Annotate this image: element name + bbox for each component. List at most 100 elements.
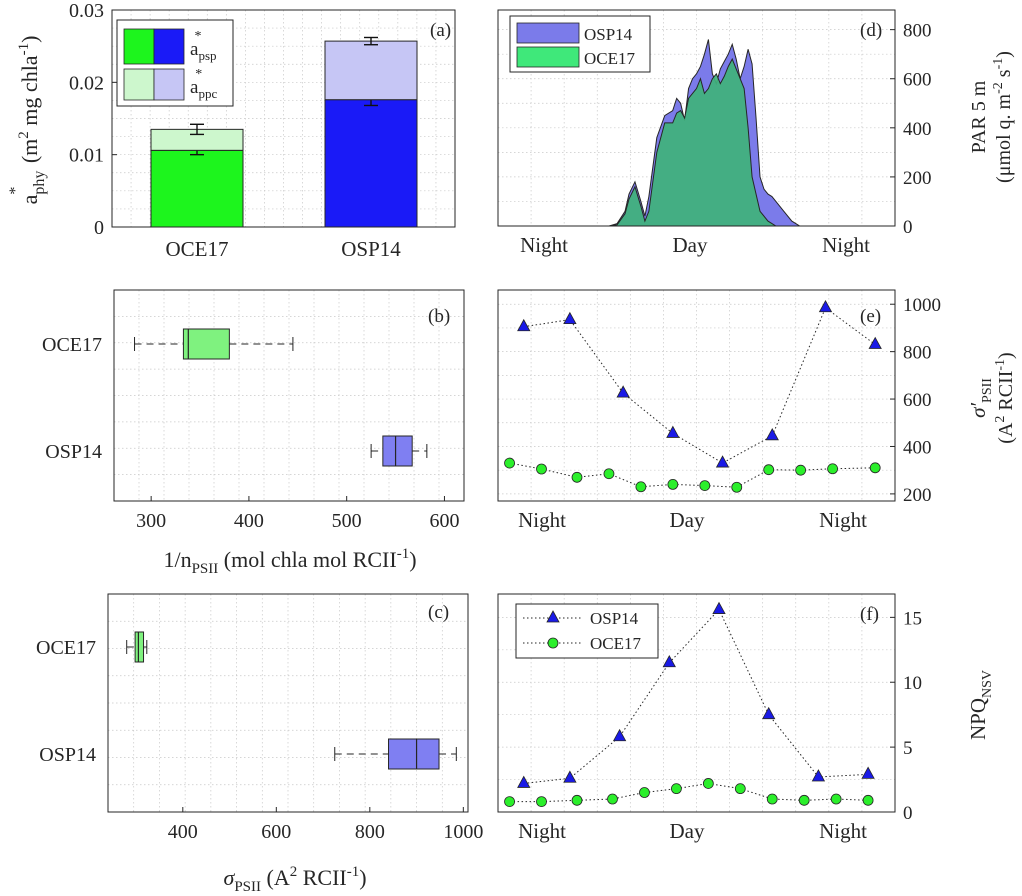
panel-f-label: (f) [860, 604, 879, 625]
legend-psp-label: apsp* [190, 29, 217, 63]
panel-c-xlabel: σPSII (A2 RCII-1) [223, 864, 366, 895]
legend-osp14-swatch [516, 22, 580, 44]
point-oce17 [734, 783, 746, 795]
panel-b-frame [113, 289, 465, 502]
panel-d-label: (d) [860, 20, 882, 41]
ytick-label: 400 [903, 437, 932, 458]
panel-a-yticks: 0 0.01 0.02 0.03 [69, 0, 117, 239]
xtick-label: 800 [355, 821, 385, 843]
ycat-label: OCE17 [42, 334, 102, 356]
panel-e-frame [497, 289, 896, 502]
point-osp14 [765, 427, 779, 441]
panel-b-xlabel: 1/nPSII (mol chla mol RCII-1) [163, 546, 416, 577]
point-oce17 [607, 793, 618, 805]
panel-e-ylabel-line1: σ′PSII [966, 378, 995, 418]
point-oce17 [830, 793, 842, 805]
xcat-label: Day [673, 233, 708, 257]
panel-f-ylabel: NPQNSV [966, 670, 995, 740]
point-oce17 [798, 794, 810, 806]
panel-c-ycats: OCE17 OSP14 [36, 637, 96, 766]
ytick-label: 200 [903, 168, 932, 189]
xcat-label: Night [520, 233, 568, 257]
legend-osp14-label: OSP14 [590, 609, 639, 628]
xcat-label: Night [518, 819, 566, 843]
point-oce17 [702, 778, 714, 789]
ycat-label: OSP14 [39, 744, 96, 766]
panel-c-label: (c) [428, 602, 449, 623]
panel-e-series [504, 299, 882, 493]
ytick-label: 10 [903, 673, 922, 694]
xcat-label: Night [822, 233, 870, 257]
point-oce17 [571, 471, 583, 483]
point-osp14 [662, 654, 676, 668]
panel-a-bars [150, 36, 418, 228]
ytick-label: 200 [903, 485, 932, 506]
point-osp14 [712, 601, 726, 614]
xtick-label: 400 [234, 510, 264, 532]
panel-e-xcats: Night Day Night [518, 508, 867, 532]
panel-b: 300 400 500 600 OCE17 OSP14 (b) 1/nPSII (mol… [42, 289, 465, 577]
panel-d-ylabel-line1: PAR 5 m [968, 80, 990, 153]
point-oce17 [504, 796, 515, 808]
ytick-label: 0.03 [69, 0, 104, 22]
panel-b-xticks: 300 400 500 600 [136, 496, 459, 532]
legend-oce17-label: OCE17 [590, 634, 642, 653]
panel-d-xcats: Night Day Night [520, 233, 870, 257]
point-oce17 [763, 464, 775, 476]
ytick-label: 400 [903, 119, 932, 140]
ytick-label: 1000 [903, 295, 941, 316]
bar-osp14-ppc [324, 40, 418, 101]
ytick-label: 600 [903, 390, 932, 411]
point-osp14 [811, 769, 826, 782]
panel-e-grid [498, 290, 895, 501]
point-oce17 [699, 480, 711, 491]
ytick-label: 15 [903, 608, 922, 629]
xtick-label: 1000 [443, 821, 483, 843]
panel-d-frame [497, 9, 896, 227]
point-oce17 [667, 479, 679, 490]
box-osp14 [382, 435, 413, 467]
xtick-label: OCE17 [166, 237, 229, 261]
panel-a-ylabel: aphy* (m2 mg chla-1) [7, 36, 48, 205]
panel-f-yticks: 0 5 10 15 [890, 608, 922, 824]
legend-psp-swatch-blue [153, 28, 185, 65]
legend-circle-icon [547, 637, 559, 649]
ytick-label: 800 [903, 21, 932, 42]
ytick-label: 0.01 [69, 145, 104, 167]
ycat-label: OSP14 [45, 441, 102, 463]
xtick-label: 500 [332, 510, 362, 532]
box-osp14 [388, 738, 440, 770]
panel-a: 0 0.01 0.02 0.03 OCE17 OSP14 (a) aphy* (m2 m… [7, 0, 456, 261]
point-oce17 [671, 783, 682, 795]
panel-f-frame [497, 593, 896, 813]
panel-e: 200 400 600 800 1000 Night Day Night (e) σ′PSI… [497, 289, 1017, 532]
point-oce17 [536, 796, 547, 808]
point-osp14 [612, 728, 627, 742]
box-oce17 [134, 631, 145, 663]
xtick-label: 300 [136, 510, 166, 532]
panel-a-xticks: OCE17 OSP14 [166, 237, 402, 261]
panel-c-grid [108, 594, 468, 812]
panel-c-frame [107, 593, 469, 813]
legend-oce17-swatch [516, 46, 580, 68]
point-osp14 [517, 775, 531, 788]
legend-ppc-label: appc* [190, 67, 217, 101]
bar-oce17-psp [150, 149, 244, 228]
line-osp14 [523, 608, 869, 784]
panel-b-grid [114, 290, 464, 501]
point-oce17 [571, 794, 583, 806]
panel-a-frame [111, 9, 456, 228]
panel-f-series [504, 601, 875, 808]
bar-osp14-psp [324, 99, 418, 228]
xtick-label: 600 [261, 821, 291, 843]
panel-c-xticks: 400 600 800 1000 [168, 807, 483, 843]
point-oce17 [766, 793, 778, 805]
point-osp14 [715, 455, 730, 468]
point-osp14 [666, 425, 680, 438]
panel-e-ylabel-line2: (A2 RCII-1) [993, 352, 1017, 443]
point-osp14 [762, 706, 776, 720]
legend-ppc-swatch-green [123, 68, 155, 101]
point-oce17 [635, 481, 647, 493]
point-oce17 [504, 457, 515, 469]
